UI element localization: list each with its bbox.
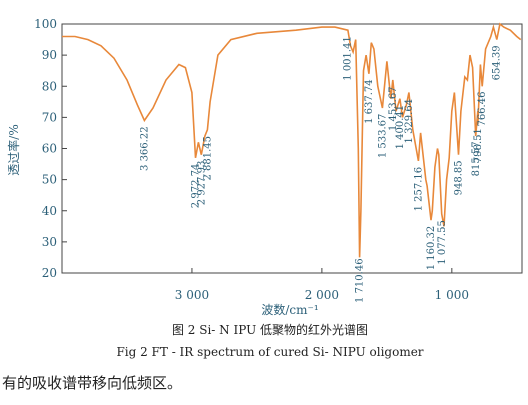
plot-frame xyxy=(61,23,523,274)
peak-label: 1 533.67 xyxy=(377,114,388,159)
peak-label: 2 972.74 xyxy=(190,164,201,209)
x-tick-label: 2 000 xyxy=(305,288,339,302)
peak-label: 948.85 xyxy=(453,160,464,195)
peak-label: 3 366.22 xyxy=(139,126,150,171)
x-tick-label: 3 000 xyxy=(175,288,209,302)
peak-label: 1 710.46 xyxy=(355,258,366,303)
x-tick-label: 1 000 xyxy=(435,288,469,302)
y-tick-label: 100 xyxy=(34,17,57,31)
peak-label: 798.51 xyxy=(473,128,484,163)
spectrum-line xyxy=(62,22,522,258)
y-tick-label: 80 xyxy=(42,79,57,93)
peak-label: 1 160.32 xyxy=(426,226,437,271)
peak-label: 815.57 xyxy=(471,141,482,176)
peak-label: 1 637.74 xyxy=(364,79,375,124)
y-tick-label: 30 xyxy=(42,235,57,249)
y-tick-label: 60 xyxy=(42,142,57,156)
peak-label: 654.39 xyxy=(492,45,503,80)
peak-label: 1 453.67 xyxy=(388,86,399,131)
peak-label: 1 257.16 xyxy=(413,167,424,212)
caption-cn: 图 2 Si- N IPU 低聚物的红外光谱图 xyxy=(172,322,368,337)
caption-en: Fig 2 FT - IR spectrum of cured Si- NIPU… xyxy=(116,345,423,359)
body-text: 有的吸收谱带移向低频区。 xyxy=(2,374,182,392)
y-tick-label: 70 xyxy=(42,110,57,124)
y-tick-label: 40 xyxy=(42,204,57,218)
x-axis-label: 波数/cm⁻¹ xyxy=(261,302,318,317)
peak-label: 1 329.64 xyxy=(404,99,415,144)
y-tick-label: 50 xyxy=(42,173,57,187)
peak-label: 2 881.45 xyxy=(202,136,213,181)
peak-label: 1 077.55 xyxy=(437,220,448,265)
y-tick-label: 20 xyxy=(42,266,57,280)
peak-label: 1 001.41 xyxy=(343,36,354,81)
peak-label: 2 927.93 xyxy=(196,161,207,206)
y-tick-label: 90 xyxy=(42,48,57,62)
y-axis-label: 透过率/% xyxy=(6,124,21,175)
peak-label: 1 400.41 xyxy=(395,105,406,150)
peak-label: 766.46 xyxy=(477,92,488,127)
